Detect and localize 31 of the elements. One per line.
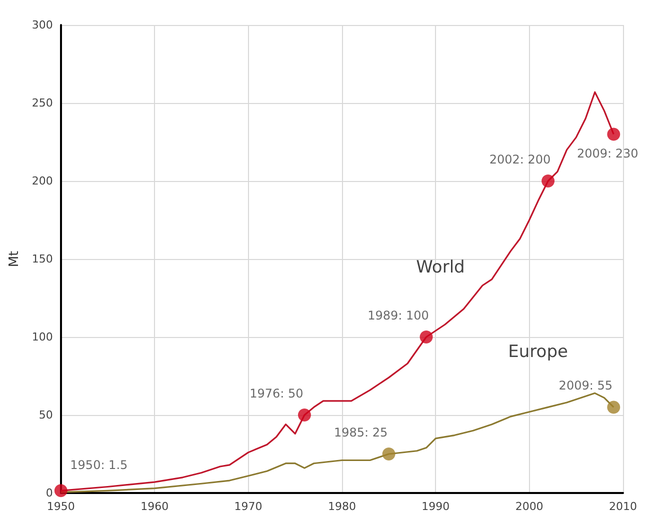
- data-label: 1989: 100: [368, 308, 429, 322]
- x-tick-label: 1990: [422, 500, 450, 513]
- x-tick-label: 2000: [515, 500, 544, 513]
- data-label: 2009: 230: [576, 146, 638, 161]
- series-label: World: [416, 258, 465, 278]
- point: [54, 484, 68, 498]
- point: [382, 448, 396, 460]
- x-tick-label: 1960: [140, 500, 169, 513]
- data-label: 1950: 1.5: [70, 458, 128, 472]
- data-label: 1976: 50: [250, 386, 304, 400]
- x-tick-label: 1950: [46, 500, 75, 513]
- y-tick-label: 150: [32, 252, 53, 266]
- data-label: 2009: 55: [558, 378, 612, 393]
- x-tick-label: 2010: [609, 500, 637, 513]
- point: [420, 330, 433, 344]
- y-axis-title: Mt: [7, 250, 22, 268]
- point: [298, 408, 311, 422]
- point: [607, 400, 620, 414]
- y-tick-label: 50: [38, 408, 53, 422]
- point: [542, 174, 555, 188]
- data-label: 1985: 25: [334, 426, 388, 440]
- y-tick-label: 0: [46, 486, 53, 500]
- text: Europe: [508, 342, 568, 362]
- y-tick-label: 100: [32, 330, 53, 344]
- y-tick-label: 200: [32, 174, 53, 188]
- y-tick-label: 300: [32, 18, 53, 32]
- x-tick-label: 1980: [328, 500, 356, 513]
- point: [607, 128, 620, 141]
- data-label: 2002: 200: [489, 152, 551, 166]
- y-tick-label: 250: [32, 96, 53, 110]
- x-tick-label: 1970: [234, 500, 262, 513]
